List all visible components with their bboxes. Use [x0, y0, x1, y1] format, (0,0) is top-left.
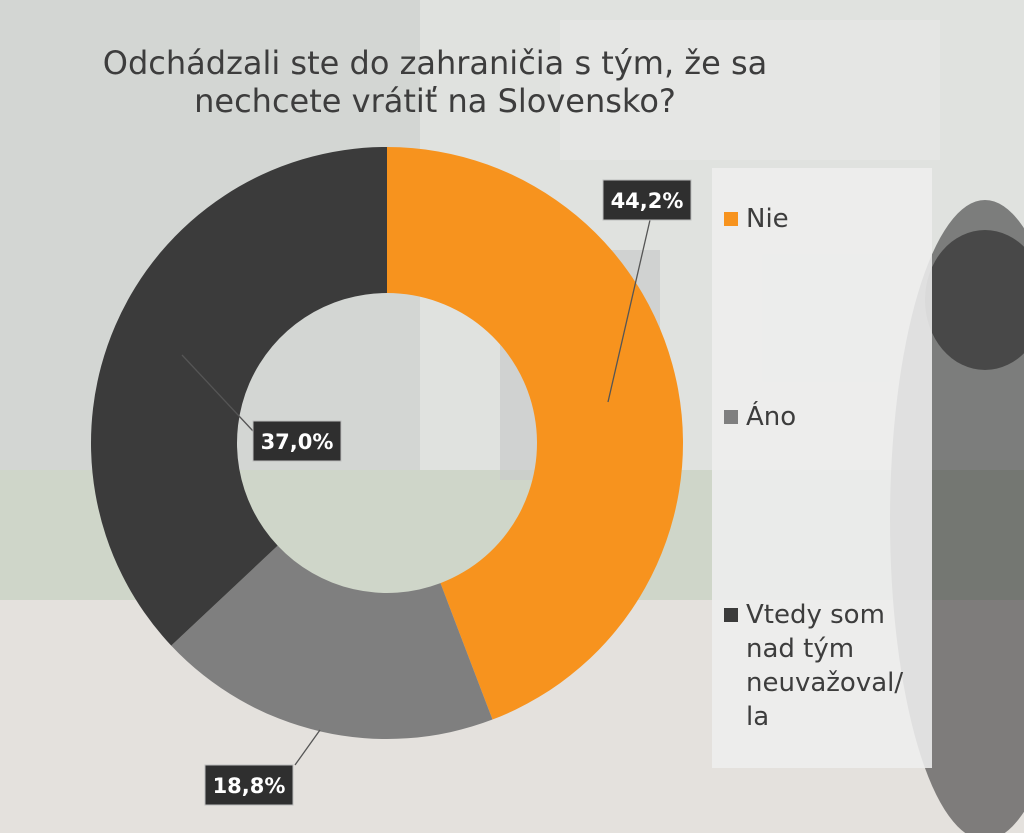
- legend-item-3: Vtedy som nad tým neuvažoval/la: [724, 598, 926, 734]
- data-label-text: 44,2%: [611, 189, 684, 213]
- legend-item-1: Nie: [724, 202, 926, 236]
- legend-label-line: Áno: [746, 402, 797, 432]
- data-label-1: 44,2%: [602, 179, 692, 221]
- data-label-2: 18,8%: [204, 764, 294, 806]
- data-label-text: 18,8%: [213, 774, 286, 798]
- chart-title-line-1: Odchádzali ste do zahraničia s tým, že s…: [102, 44, 768, 82]
- donut-slice-1: [387, 147, 684, 720]
- data-label-leader-line: [294, 729, 321, 766]
- legend-label-line: Vtedy som: [746, 600, 885, 630]
- data-label-leader-line: [181, 354, 254, 432]
- donut-slice-2: [171, 545, 493, 739]
- data-label-leader-line: [607, 219, 651, 403]
- chart-legend: Nie Áno Vtedy som nad tým neuvažoval/la: [712, 168, 932, 768]
- legend-label: Áno: [746, 400, 926, 434]
- legend-label-line: la: [746, 702, 770, 732]
- legend-swatch: [724, 212, 738, 226]
- legend-label-line: nad tým: [746, 634, 855, 664]
- legend-label: Nie: [746, 202, 926, 236]
- legend-label-line: Nie: [746, 204, 789, 234]
- chart-title: Odchádzali ste do zahraničia s tým, že s…: [40, 44, 830, 120]
- legend-swatch: [724, 410, 738, 424]
- data-label-text: 37,0%: [261, 430, 334, 454]
- legend-label: Vtedy som nad tým neuvažoval/la: [746, 598, 926, 734]
- data-label-3: 37,0%: [252, 420, 342, 462]
- donut-slice-3: [91, 147, 388, 646]
- legend-item-2: Áno: [724, 400, 926, 434]
- chart-title-line-2: nechcete vrátiť na Slovensko?: [194, 82, 676, 120]
- legend-swatch: [724, 608, 738, 622]
- legend-label-line: neuvažoval/: [746, 668, 904, 698]
